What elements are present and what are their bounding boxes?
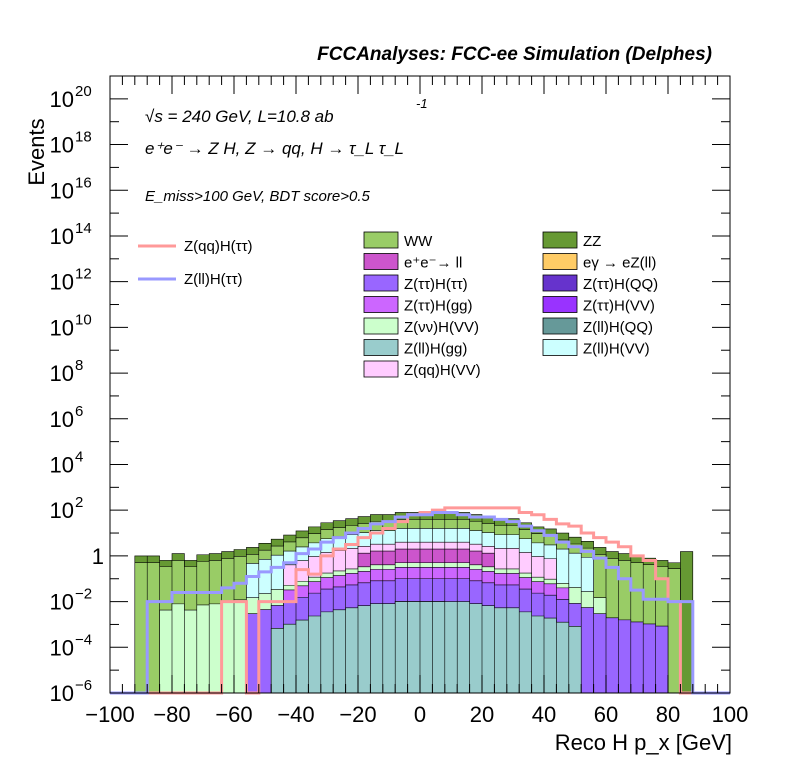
legend-swatch bbox=[542, 231, 578, 249]
legend-label: Z(νν)H(VV) bbox=[404, 319, 479, 336]
x-tick-label: −80 bbox=[153, 702, 190, 727]
x-tick-label: 60 bbox=[594, 702, 618, 727]
process-annotation: e⁺e⁻ → Z H, Z → qq, H → τ_L τ_L bbox=[145, 139, 404, 158]
legend-swatch bbox=[542, 296, 578, 313]
legend-line-label: Z(qq)H(ττ) bbox=[184, 238, 253, 255]
legend-label: ZZ bbox=[583, 233, 601, 250]
x-tick-label: −20 bbox=[339, 702, 376, 727]
legend-swatch bbox=[542, 317, 578, 335]
y-tick-label: 10 20 bbox=[50, 83, 92, 112]
svg-text:10: 10 bbox=[50, 315, 74, 340]
svg-text:10: 10 bbox=[50, 178, 74, 203]
y-tick-label: 10 18 bbox=[50, 129, 92, 158]
svg-text:4: 4 bbox=[75, 448, 83, 465]
y-tick-label: 10 10 bbox=[50, 311, 92, 340]
svg-text:10: 10 bbox=[50, 224, 74, 249]
legend-line-label: Z(ll)H(ττ) bbox=[184, 271, 243, 288]
legend-label: Z(ττ)H(VV) bbox=[583, 298, 655, 315]
legend-label: Z(ll)H(VV) bbox=[583, 341, 650, 358]
x-tick-label: 100 bbox=[712, 702, 749, 727]
x-tick-label: −60 bbox=[215, 702, 252, 727]
svg-text:10: 10 bbox=[50, 361, 74, 386]
y-tick-label: 10 2 bbox=[50, 494, 84, 523]
legend-swatch bbox=[363, 231, 399, 249]
stacked-histograms bbox=[134, 512, 694, 694]
legend-swatch bbox=[363, 317, 399, 335]
x-tick-label: −100 bbox=[85, 702, 135, 727]
legend-label: Z(ll)H(QQ) bbox=[583, 319, 653, 336]
legend-label: Z(ll)H(gg) bbox=[404, 341, 467, 358]
svg-text:10: 10 bbox=[50, 133, 74, 158]
x-axis-label: Reco H p_x [GeV] bbox=[555, 730, 732, 755]
legend-swatch bbox=[542, 339, 578, 356]
selection-annotation: E_miss>100 GeV, BDT score>0.5 bbox=[145, 188, 370, 205]
series-line-zll-htautau bbox=[110, 510, 730, 695]
svg-text:16: 16 bbox=[75, 174, 92, 191]
x-tick-label: 20 bbox=[470, 702, 494, 727]
y-tick-label: 10 −4 bbox=[50, 631, 93, 660]
svg-text:10: 10 bbox=[50, 87, 74, 112]
y-tick-label: 10 16 bbox=[50, 174, 92, 203]
svg-text:10: 10 bbox=[50, 681, 74, 706]
svg-text:10: 10 bbox=[50, 498, 74, 523]
chart-title: FCCAnalyses: FCC-ee Simulation (Delphes) bbox=[317, 44, 712, 65]
svg-text:14: 14 bbox=[75, 220, 92, 237]
legend-label: eγ → eZ(ll) bbox=[583, 255, 656, 272]
legend-swatch bbox=[542, 274, 578, 292]
axis-ticks bbox=[109, 75, 731, 694]
legend-label: Z(ττ)H(ττ) bbox=[404, 276, 468, 293]
svg-text:12: 12 bbox=[75, 266, 92, 283]
legend-label: Z(qq)H(VV) bbox=[404, 362, 481, 379]
x-tick-label: −40 bbox=[277, 702, 314, 727]
legend-label: e⁺e⁻→ ll bbox=[404, 255, 462, 272]
y-tick-label: 10 −2 bbox=[50, 586, 93, 615]
legend-label: Z(ττ)H(gg) bbox=[404, 298, 473, 315]
energy-lumi-annotation: √s = 240 GeV, L=10.8 ab bbox=[145, 107, 334, 126]
svg-text:10: 10 bbox=[75, 311, 92, 328]
y-tick-label: 1 bbox=[92, 544, 104, 569]
x-tick-label: 80 bbox=[656, 702, 680, 727]
legend-label: WW bbox=[404, 233, 433, 250]
y-tick-label: 10 6 bbox=[50, 403, 84, 432]
svg-text:−4: −4 bbox=[75, 631, 92, 648]
svg-text:18: 18 bbox=[75, 129, 92, 146]
y-tick-label: 10 4 bbox=[50, 448, 84, 477]
y-tick-label: 10 8 bbox=[50, 357, 84, 386]
svg-text:20: 20 bbox=[75, 83, 92, 100]
svg-text:10: 10 bbox=[50, 635, 74, 660]
svg-text:10: 10 bbox=[50, 407, 74, 432]
svg-text:10: 10 bbox=[50, 590, 74, 615]
svg-text:−6: −6 bbox=[75, 677, 92, 694]
legend-swatch bbox=[363, 360, 399, 378]
x-tick-label: 40 bbox=[532, 702, 556, 727]
y-tick-label: 10 12 bbox=[50, 266, 92, 295]
svg-text:10: 10 bbox=[50, 452, 74, 477]
svg-text:2: 2 bbox=[75, 494, 83, 511]
stack-layer-z-ll-h-gg- bbox=[270, 601, 582, 694]
legend-swatch bbox=[363, 339, 399, 356]
svg-text:10: 10 bbox=[50, 270, 74, 295]
x-tick-labels: −100 −80 −60 −40 −20 0 20 40 60 80 100 bbox=[85, 702, 748, 727]
legend-swatch bbox=[542, 253, 578, 270]
energy-lumi-exponent: -1 bbox=[416, 96, 428, 111]
legend: Z(qq)H(ττ) Z(ll)H(ττ) WW e⁺e⁻→ ll Z(ττ)H(ττ)… bbox=[138, 231, 658, 379]
y-axis-label: Events bbox=[24, 118, 49, 185]
svg-text:8: 8 bbox=[75, 357, 83, 374]
y-tick-label: 10 −6 bbox=[50, 677, 93, 706]
y-tick-label: 10 14 bbox=[50, 220, 92, 249]
legend-swatch bbox=[363, 253, 399, 270]
svg-text:−2: −2 bbox=[75, 586, 92, 603]
svg-text:6: 6 bbox=[75, 403, 83, 420]
legend-swatch bbox=[363, 296, 399, 313]
legend-swatch bbox=[363, 274, 399, 292]
legend-label: Z(ττ)H(QQ) bbox=[583, 276, 658, 293]
x-tick-label: 0 bbox=[414, 702, 426, 727]
svg-text:1: 1 bbox=[92, 544, 104, 569]
